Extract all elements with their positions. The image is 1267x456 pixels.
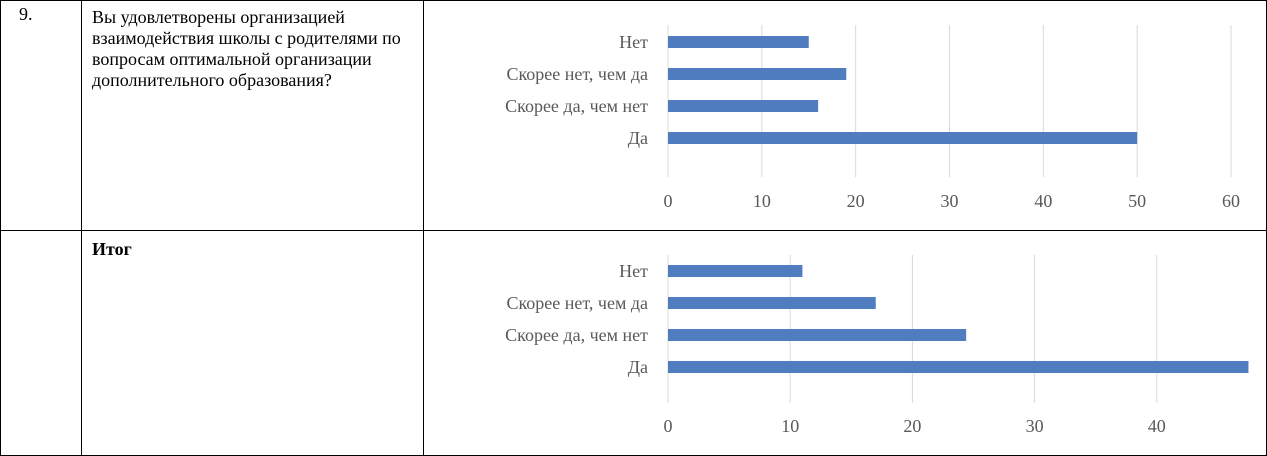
- x-tick-label: 20: [847, 191, 865, 211]
- x-tick-label: 20: [903, 416, 921, 436]
- x-tick-label: 0: [664, 416, 673, 436]
- x-tick-label: 60: [1222, 191, 1240, 211]
- chart-cell: 0 10 20 30 40 50 60 Нет Скорее нет, чем да Скорее…: [423, 0, 1267, 231]
- x-tick-label: 40: [1034, 191, 1052, 211]
- bar: [668, 36, 809, 48]
- bar: [668, 361, 1249, 373]
- category-label: Скорее нет, чем да: [506, 64, 648, 84]
- bar: [668, 297, 876, 309]
- bar: [668, 68, 847, 80]
- question-text: Вы удовлетворены организацией взаимодейс…: [81, 0, 424, 231]
- x-tick-label: 30: [1026, 416, 1044, 436]
- table-row: Итог 01020304050НетСкорее нет, чем даСко…: [0, 230, 1267, 456]
- category-label: Скорее да, чем нет: [505, 96, 648, 116]
- x-tick-label: 0: [664, 191, 673, 211]
- x-tick-label: 40: [1148, 416, 1166, 436]
- category-label: Скорее да, чем нет: [505, 325, 648, 345]
- x-tick-label: 30: [941, 191, 959, 211]
- x-tick-label: 10: [753, 191, 771, 211]
- bar: [668, 100, 819, 112]
- bar: [668, 329, 967, 341]
- x-tick-label: 50: [1128, 191, 1146, 211]
- row-number: 9.: [0, 0, 82, 231]
- row-number: [0, 230, 82, 456]
- category-label: Нет: [619, 32, 648, 52]
- category-label: Да: [628, 128, 648, 148]
- category-label: Скорее нет, чем да: [506, 293, 648, 313]
- category-label: Нет: [619, 261, 648, 281]
- bar-chart-q9: 0 10 20 30 40 50 60 Нет Скорее нет, чем да Скорее…: [505, 25, 1240, 211]
- bar: [668, 265, 803, 277]
- table-row: 9. Вы удовлетворены организацией взаимод…: [0, 0, 1267, 231]
- category-label: Да: [628, 357, 648, 377]
- bar: [668, 132, 1138, 144]
- x-tick-label: 10: [781, 416, 799, 436]
- summary-label: Итог: [81, 230, 424, 456]
